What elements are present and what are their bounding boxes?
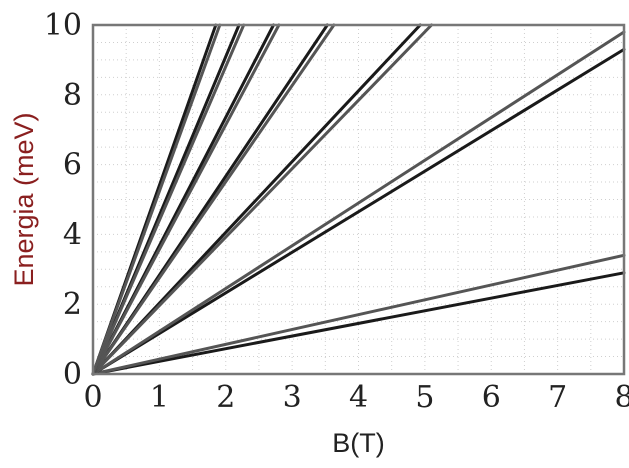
y-tick-label: 2 <box>63 287 82 322</box>
series-line-3 <box>91 47 626 376</box>
plot-frame <box>91 23 626 376</box>
x-tick-label: 2 <box>216 380 235 415</box>
y-tick-label: 6 <box>63 148 82 183</box>
x-tick-label: 8 <box>614 380 629 415</box>
x-tick-label: 1 <box>150 380 169 415</box>
y-tick-labels: 0 2 4 6 8 10 <box>44 8 82 392</box>
x-tick-label: 7 <box>548 380 567 415</box>
series-line-10 <box>91 23 281 376</box>
series-line-6 <box>91 23 433 376</box>
x-tick-label: 6 <box>482 380 501 415</box>
y-tick-label: 8 <box>63 78 82 113</box>
series-layer <box>91 23 626 376</box>
series-line-14 <box>91 23 222 376</box>
series-line-12 <box>91 23 246 376</box>
series-line-8 <box>91 23 336 376</box>
x-tick-label: 3 <box>283 380 302 415</box>
x-tick-label: 0 <box>83 380 102 415</box>
series-line-1 <box>91 271 626 376</box>
x-tick-label: 4 <box>349 380 368 415</box>
y-tick-label: 0 <box>63 357 82 392</box>
y-axis-title: Energia (meV) <box>9 112 39 286</box>
series-line-4 <box>91 30 626 376</box>
x-tick-labels: 0 1 2 3 4 5 6 7 8 <box>83 380 629 415</box>
y-tick-label: 4 <box>63 217 82 252</box>
x-tick-label: 5 <box>415 380 434 415</box>
series-line-2 <box>91 253 626 376</box>
x-axis-title: B(T) <box>332 428 384 458</box>
y-tick-label: 10 <box>44 8 82 43</box>
